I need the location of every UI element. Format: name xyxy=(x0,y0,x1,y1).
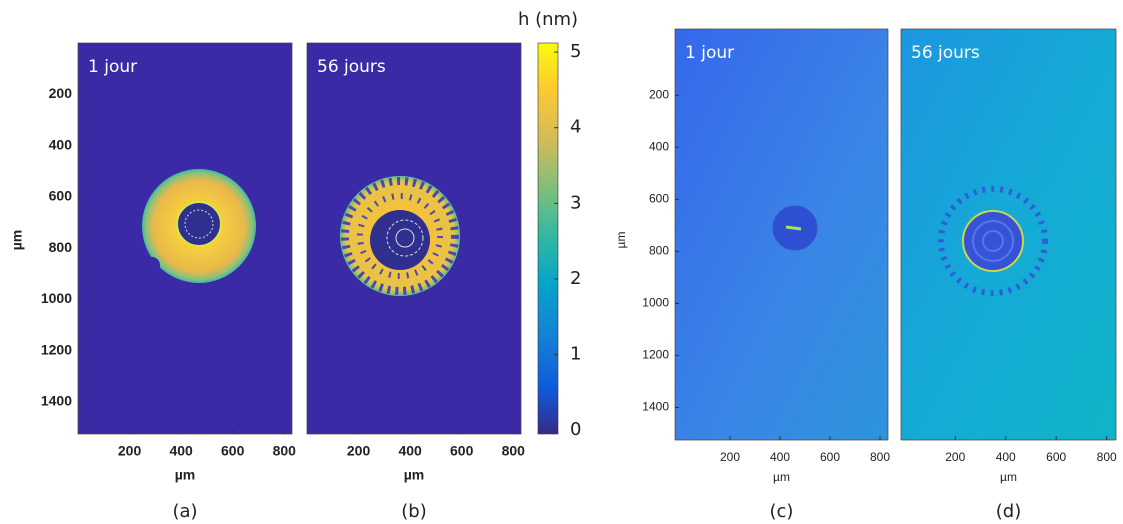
x-tick-label: 800 xyxy=(870,450,890,464)
image-a xyxy=(78,43,292,434)
y-tick-label: 1200 xyxy=(41,341,72,357)
y-tick-label: 1000 xyxy=(41,290,72,306)
x-tick-label: 400 xyxy=(770,450,790,464)
axes-frame xyxy=(900,28,1117,441)
y-tick-label: 600 xyxy=(649,192,669,206)
x-tick-label: 200 xyxy=(720,450,740,464)
x-axis-label: µm xyxy=(1000,470,1017,484)
colorbar-tick-label: 2 xyxy=(570,268,581,289)
image-c xyxy=(675,29,888,440)
x-axis-label: µm xyxy=(773,470,790,484)
panel-caption: (d) xyxy=(996,501,1021,522)
y-tick-label: 800 xyxy=(649,244,669,258)
x-tick-label: 800 xyxy=(273,443,297,459)
y-tick-label: 400 xyxy=(649,140,669,154)
x-tick-label: 800 xyxy=(502,443,526,459)
x-tick-label: 400 xyxy=(996,450,1016,464)
y-tick-label: 1000 xyxy=(642,296,669,310)
x-axis-label: µm xyxy=(404,467,425,483)
y-tick-label: 1400 xyxy=(41,393,72,409)
y-axis-label: µm xyxy=(614,232,628,249)
panel-label: 1 jour xyxy=(88,57,137,77)
y-tick-label: 200 xyxy=(649,88,669,102)
x-tick-label: 800 xyxy=(1097,450,1117,464)
x-tick-label: 600 xyxy=(450,443,474,459)
colorbar-tick-label: 3 xyxy=(570,192,581,213)
y-tick-label: 600 xyxy=(49,188,73,204)
panel-caption: (c) xyxy=(770,501,794,522)
x-tick-label: 600 xyxy=(820,450,840,464)
colorbar xyxy=(537,42,559,435)
x-tick-label: 600 xyxy=(1046,450,1066,464)
axes-frame xyxy=(306,42,522,435)
colorbar-tick-label: 4 xyxy=(570,117,581,138)
colorbar-tick-label: 1 xyxy=(570,344,581,365)
colorbar-title: h (nm) xyxy=(518,9,578,30)
image-b xyxy=(307,43,521,434)
panel-label: 56 jours xyxy=(317,57,386,77)
y-tick-label: 1400 xyxy=(642,400,669,414)
y-tick-label: 800 xyxy=(49,239,73,255)
y-tick-label: 400 xyxy=(49,136,73,152)
axes-frame xyxy=(674,28,889,441)
panel-caption: (b) xyxy=(401,501,426,522)
x-tick-label: 400 xyxy=(398,443,422,459)
x-tick-label: 200 xyxy=(347,443,371,459)
colorbar-tick-label: 0 xyxy=(570,419,581,440)
panel-label: 56 jours xyxy=(911,43,980,63)
axes-frame xyxy=(77,42,293,435)
y-tick-label: 1200 xyxy=(642,348,669,362)
x-tick-label: 400 xyxy=(169,443,193,459)
y-tick-label: 200 xyxy=(49,85,73,101)
colorbar-tick-label: 5 xyxy=(570,41,581,62)
panel-label: 1 jour xyxy=(685,43,734,63)
x-axis-label: µm xyxy=(175,467,196,483)
x-tick-label: 600 xyxy=(221,443,245,459)
y-axis-label: µm xyxy=(9,230,25,251)
x-tick-label: 200 xyxy=(945,450,965,464)
x-tick-label: 200 xyxy=(118,443,142,459)
panel-caption: (a) xyxy=(172,501,197,522)
image-d xyxy=(901,29,1116,440)
